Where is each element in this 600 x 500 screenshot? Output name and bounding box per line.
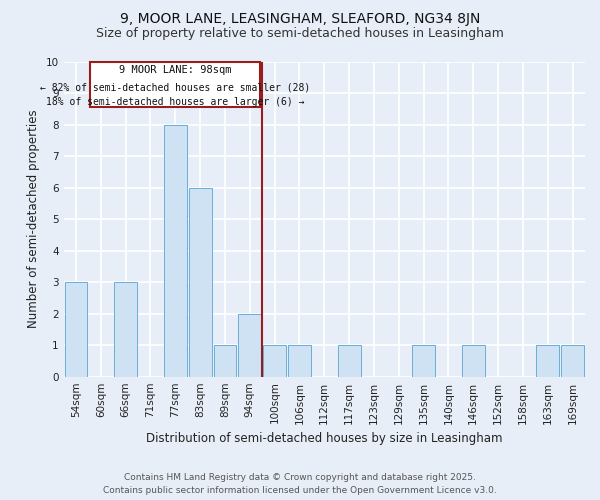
Bar	[263, 345, 286, 376]
Bar	[536, 345, 559, 376]
Bar	[561, 345, 584, 376]
Bar	[238, 314, 261, 376]
Bar	[89, 62, 260, 107]
Bar	[164, 124, 187, 376]
Y-axis label: Number of semi-detached properties: Number of semi-detached properties	[27, 110, 40, 328]
Bar	[462, 345, 485, 376]
Bar	[188, 188, 212, 376]
Text: 18% of semi-detached houses are larger (6) →: 18% of semi-detached houses are larger (…	[46, 97, 304, 107]
Bar	[288, 345, 311, 376]
Text: ← 82% of semi-detached houses are smaller (28): ← 82% of semi-detached houses are smalle…	[40, 82, 310, 92]
Bar	[338, 345, 361, 376]
Bar	[412, 345, 435, 376]
X-axis label: Distribution of semi-detached houses by size in Leasingham: Distribution of semi-detached houses by …	[146, 432, 503, 445]
Text: Contains HM Land Registry data © Crown copyright and database right 2025.
Contai: Contains HM Land Registry data © Crown c…	[103, 473, 497, 495]
Text: 9 MOOR LANE: 98sqm: 9 MOOR LANE: 98sqm	[119, 65, 231, 75]
Text: Size of property relative to semi-detached houses in Leasingham: Size of property relative to semi-detach…	[96, 28, 504, 40]
Bar	[114, 282, 137, 376]
Bar	[65, 282, 88, 376]
Text: 9, MOOR LANE, LEASINGHAM, SLEAFORD, NG34 8JN: 9, MOOR LANE, LEASINGHAM, SLEAFORD, NG34…	[120, 12, 480, 26]
Bar	[214, 345, 236, 376]
